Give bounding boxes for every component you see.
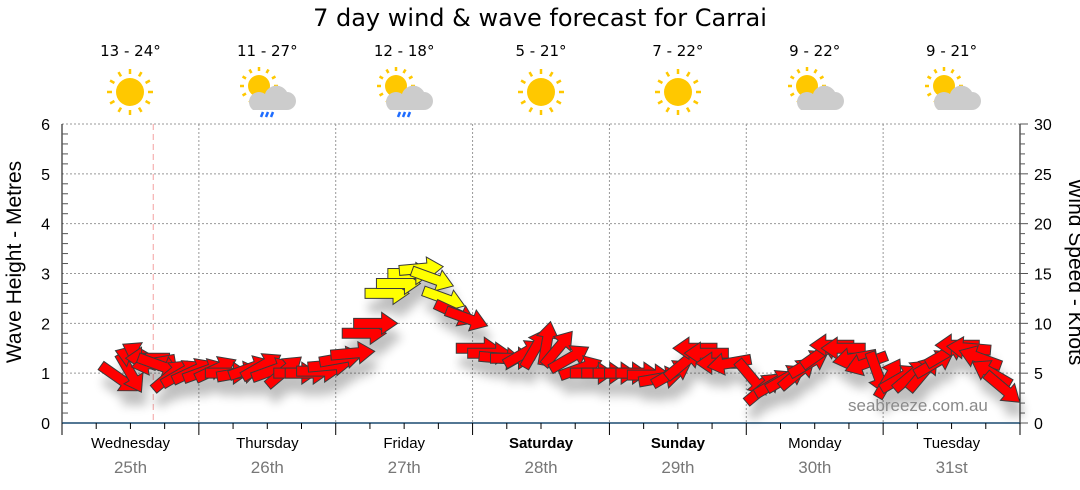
- y2-tick-label: 20: [1034, 217, 1052, 234]
- y-axis-right-label: Wind Speed - Knots: [1064, 178, 1080, 366]
- y-tick-label: 3: [41, 267, 50, 284]
- x-tick-day-date: 26th: [250, 458, 284, 477]
- chart-title: 7 day wind & wave forecast for Carrai: [313, 4, 767, 32]
- x-tick-day-name: Friday: [383, 435, 426, 452]
- y2-tick-label: 25: [1034, 167, 1052, 184]
- sunny-icon: [509, 66, 573, 122]
- day-forecast-saturday: 5 - 21°: [481, 42, 601, 122]
- x-tick-day-name: Tuesday: [923, 435, 981, 452]
- temperature-range: 11 - 27°: [236, 42, 298, 60]
- y-tick-label: 6: [41, 117, 50, 134]
- x-tick-day-name: Sunday: [650, 435, 706, 452]
- y2-tick-label: 10: [1034, 316, 1052, 333]
- wind-arrow: [443, 305, 489, 332]
- y2-tick-label: 15: [1034, 267, 1052, 284]
- partly-cloudy-icon: [783, 66, 847, 122]
- x-tick-day-date: 27th: [387, 458, 421, 477]
- x-tick-day-date: 29th: [661, 458, 695, 477]
- y2-tick-label: 30: [1034, 117, 1052, 134]
- y-tick-label: 1: [41, 366, 50, 383]
- wind-arrow: [982, 369, 1021, 403]
- wind-arrow: [114, 350, 144, 393]
- wind-arrow: [820, 336, 866, 361]
- partly-cloudy-rain-icon: [372, 66, 436, 122]
- x-tick-day-name: Monday: [788, 435, 842, 452]
- wind-arrow: [409, 265, 455, 292]
- x-tick-day-date: 25th: [113, 458, 148, 477]
- y-tick-label: 2: [41, 316, 50, 333]
- wind-arrow: [329, 340, 376, 365]
- partly-cloudy-rain-icon: [235, 66, 299, 122]
- watermark: seabreeze.com.au: [848, 396, 988, 415]
- x-tick-day-date: 30th: [798, 458, 832, 477]
- day-forecast-friday: 12 - 18°: [344, 42, 464, 122]
- day-forecast-sunday: 7 - 22°: [618, 42, 738, 122]
- temperature-range: 12 - 18°: [373, 42, 435, 60]
- wind-arrow: [844, 350, 890, 377]
- temperature-range: 7 - 22°: [652, 42, 704, 60]
- partly-cloudy-icon: [920, 66, 984, 122]
- temperature-range: 9 - 22°: [789, 42, 841, 60]
- x-tick-day-date: 28th: [524, 458, 558, 477]
- day-forecast-monday: 9 - 22°: [755, 42, 875, 122]
- y-tick-label: 0: [41, 416, 50, 433]
- sunny-icon: [646, 66, 710, 122]
- y2-tick-label: 5: [1034, 366, 1043, 383]
- day-forecast-wednesday: 13 - 24°: [70, 42, 190, 122]
- x-tick-day-name: Saturday: [508, 435, 574, 452]
- sunny-icon: [98, 66, 162, 122]
- y-tick-label: 4: [41, 217, 50, 234]
- day-forecast-tuesday: 9 - 21°: [892, 42, 1012, 122]
- temperature-range: 5 - 21°: [515, 42, 567, 60]
- y2-tick-label: 0: [1034, 416, 1043, 433]
- y-axis-left-label: Wave Height - Metres: [3, 160, 26, 364]
- wind-arrow: [353, 311, 399, 336]
- temperature-range: 13 - 24°: [100, 42, 161, 60]
- x-tick-day-name: Thursday: [236, 435, 299, 452]
- wind-arrow: [683, 341, 729, 366]
- y-tick-label: 5: [41, 167, 50, 184]
- temperature-range: 9 - 21°: [926, 42, 978, 60]
- day-forecast-thursday: 11 - 27°: [207, 42, 327, 122]
- x-tick-day-date: 31st: [935, 458, 968, 477]
- x-tick-day-name: Wednesday: [91, 435, 170, 452]
